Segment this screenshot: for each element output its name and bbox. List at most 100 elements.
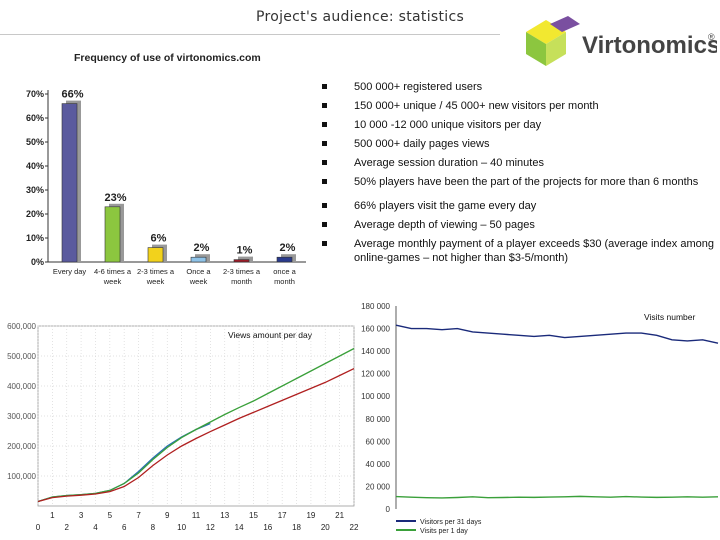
bullet-item: 50% players have been the part of the pr… <box>322 175 717 189</box>
y-tick-label: 0% <box>31 257 44 267</box>
frequency-bar-chart: Frequency of use of virtonomics.com 0% 10%… <box>26 52 306 286</box>
y-tick-label: 100,000 <box>7 472 36 481</box>
bullet-item: Average monthly payment of a player exce… <box>322 237 717 265</box>
y-tick-label: 140 000 <box>361 347 390 356</box>
x-tick-label-top: 5 <box>108 511 113 520</box>
x-tick-label-bottom: 14 <box>235 523 244 532</box>
y-tick-label: 80 000 <box>366 415 391 424</box>
bullet-text: 150 000+ unique / 45 000+ new visitors p… <box>354 100 599 112</box>
bullet-item: 10 000 -12 000 unique visitors per day <box>322 118 717 132</box>
bullet-text: 500 000+ daily pages views <box>354 138 490 150</box>
x-tick-label-bottom: 6 <box>122 523 127 532</box>
x-tick-label-bottom: 2 <box>65 523 70 532</box>
logo-registered-mark: ® <box>708 32 715 42</box>
bullet-text: 50% players have been the part of the pr… <box>354 176 699 188</box>
y-tick-label: 50% <box>26 137 44 147</box>
bar <box>233 259 250 263</box>
bullet-square-icon <box>322 179 327 184</box>
x-tick-label-top: 17 <box>278 511 287 520</box>
y-tick-label: 160 000 <box>361 325 390 334</box>
x-tick-label-top: 3 <box>79 511 84 520</box>
bullet-text: 10 000 -12 000 unique visitors per day <box>354 119 542 131</box>
x-tick-label: 2-3 times a <box>137 267 175 276</box>
bar-value-label: 6% <box>151 233 167 245</box>
bar <box>61 103 78 263</box>
x-tick-label-top: 1 <box>50 511 55 520</box>
x-tick-label-top: 19 <box>306 511 315 520</box>
visits-line-chart: 0 20 000 40 000 60 000 80 000 100 000 120 000 1… <box>361 302 719 535</box>
logo-cube-icon: Virtonomics ® <box>526 16 720 66</box>
bar <box>147 247 164 263</box>
y-tick-label: 40 000 <box>366 460 391 469</box>
title-divider <box>0 34 500 35</box>
x-tick-label-bottom: 4 <box>93 523 98 532</box>
bullet-item: Average depth of viewing – 50 pages <box>322 218 717 232</box>
bullet-item: 66% players visit the game every day <box>322 199 717 213</box>
bar-value-label: 23% <box>104 192 126 204</box>
x-tick-label-line2: month <box>231 277 252 286</box>
x-tick-label-bottom: 10 <box>177 523 186 532</box>
bullet-square-icon <box>322 222 327 227</box>
x-tick-label-bottom: 8 <box>151 523 156 532</box>
bar-value-label: 2% <box>194 242 210 254</box>
series-line <box>395 324 719 344</box>
x-tick-label-top: 7 <box>136 511 141 520</box>
bar <box>276 256 293 263</box>
y-tick-label: 200,000 <box>7 442 36 451</box>
bar-value-label: 2% <box>280 242 296 254</box>
bullet-square-icon <box>322 141 327 146</box>
x-tick-label-top: 11 <box>192 511 201 520</box>
bullet-item: 500 000+ registered users <box>322 80 717 94</box>
y-tick-label: 40% <box>26 161 44 171</box>
bullet-square-icon <box>322 103 327 108</box>
bullet-text: 500 000+ registered users <box>354 81 483 93</box>
x-tick-label-bottom: 12 <box>206 523 215 532</box>
bullet-text: Average monthly payment of a player exce… <box>354 238 714 264</box>
bullet-text: Average depth of viewing – 50 pages <box>354 219 535 231</box>
chart-title: Frequency of use of virtonomics.com <box>74 52 261 64</box>
statistics-list: 500 000+ registered users 150 000+ unique… <box>322 80 717 270</box>
bullet-text: 66% players visit the game every day <box>354 200 537 212</box>
x-tick-label: 2-3 times a <box>223 267 261 276</box>
x-tick-label-line2: week <box>146 277 165 286</box>
virtonomics-logo: Virtonomics ® <box>522 14 720 72</box>
x-tick-label-line2: month <box>274 277 295 286</box>
y-tick-label: 30% <box>26 185 44 195</box>
bullet-item: Average session duration – 40 minutes <box>322 156 717 170</box>
x-tick-label-top: 15 <box>249 511 258 520</box>
y-tick-label: 400,000 <box>7 382 36 391</box>
views-line-chart: 100,000 200,000 300,000 400,000 500,000 600,0… <box>7 322 359 532</box>
bullet-square-icon <box>322 84 327 89</box>
x-tick-label: Once a <box>186 267 211 276</box>
y-tick-label: 500,000 <box>7 352 36 361</box>
x-tick-label-line2: week <box>103 277 122 286</box>
y-tick-label: 20 000 <box>366 482 391 491</box>
bullet-square-icon <box>322 203 327 208</box>
series-line <box>395 495 719 499</box>
series-line <box>37 368 355 503</box>
logo-text: Virtonomics <box>582 32 717 59</box>
y-tick-label: 120 000 <box>361 370 390 379</box>
bar <box>190 256 207 263</box>
legend-label: Visitors per 31 days <box>420 519 482 526</box>
y-tick-label: 60 000 <box>366 437 391 446</box>
bar-shadow <box>238 256 253 262</box>
x-tick-label-bottom: 20 <box>321 523 330 532</box>
bar-value-label: 1% <box>237 245 253 257</box>
chart-title: Views amount per day <box>228 330 313 340</box>
bullet-square-icon <box>322 122 327 127</box>
x-tick-label-bottom: 0 <box>36 523 41 532</box>
y-tick-label: 0 <box>386 505 391 514</box>
y-tick-label: 10% <box>26 233 44 243</box>
bullet-square-icon <box>322 160 327 165</box>
y-tick-label: 100 000 <box>361 392 390 401</box>
x-tick-label-line2: week <box>189 277 208 286</box>
y-tick-label: 70% <box>26 89 44 99</box>
x-tick-label-top: 21 <box>335 511 344 520</box>
x-tick-label: Every day <box>53 267 87 276</box>
x-tick-label-bottom: 16 <box>263 523 272 532</box>
y-tick-label: 180 000 <box>361 302 390 311</box>
y-tick-label: 20% <box>26 209 44 219</box>
chart-title: Visits number <box>644 312 696 322</box>
x-tick-label-bottom: 22 <box>350 523 359 532</box>
